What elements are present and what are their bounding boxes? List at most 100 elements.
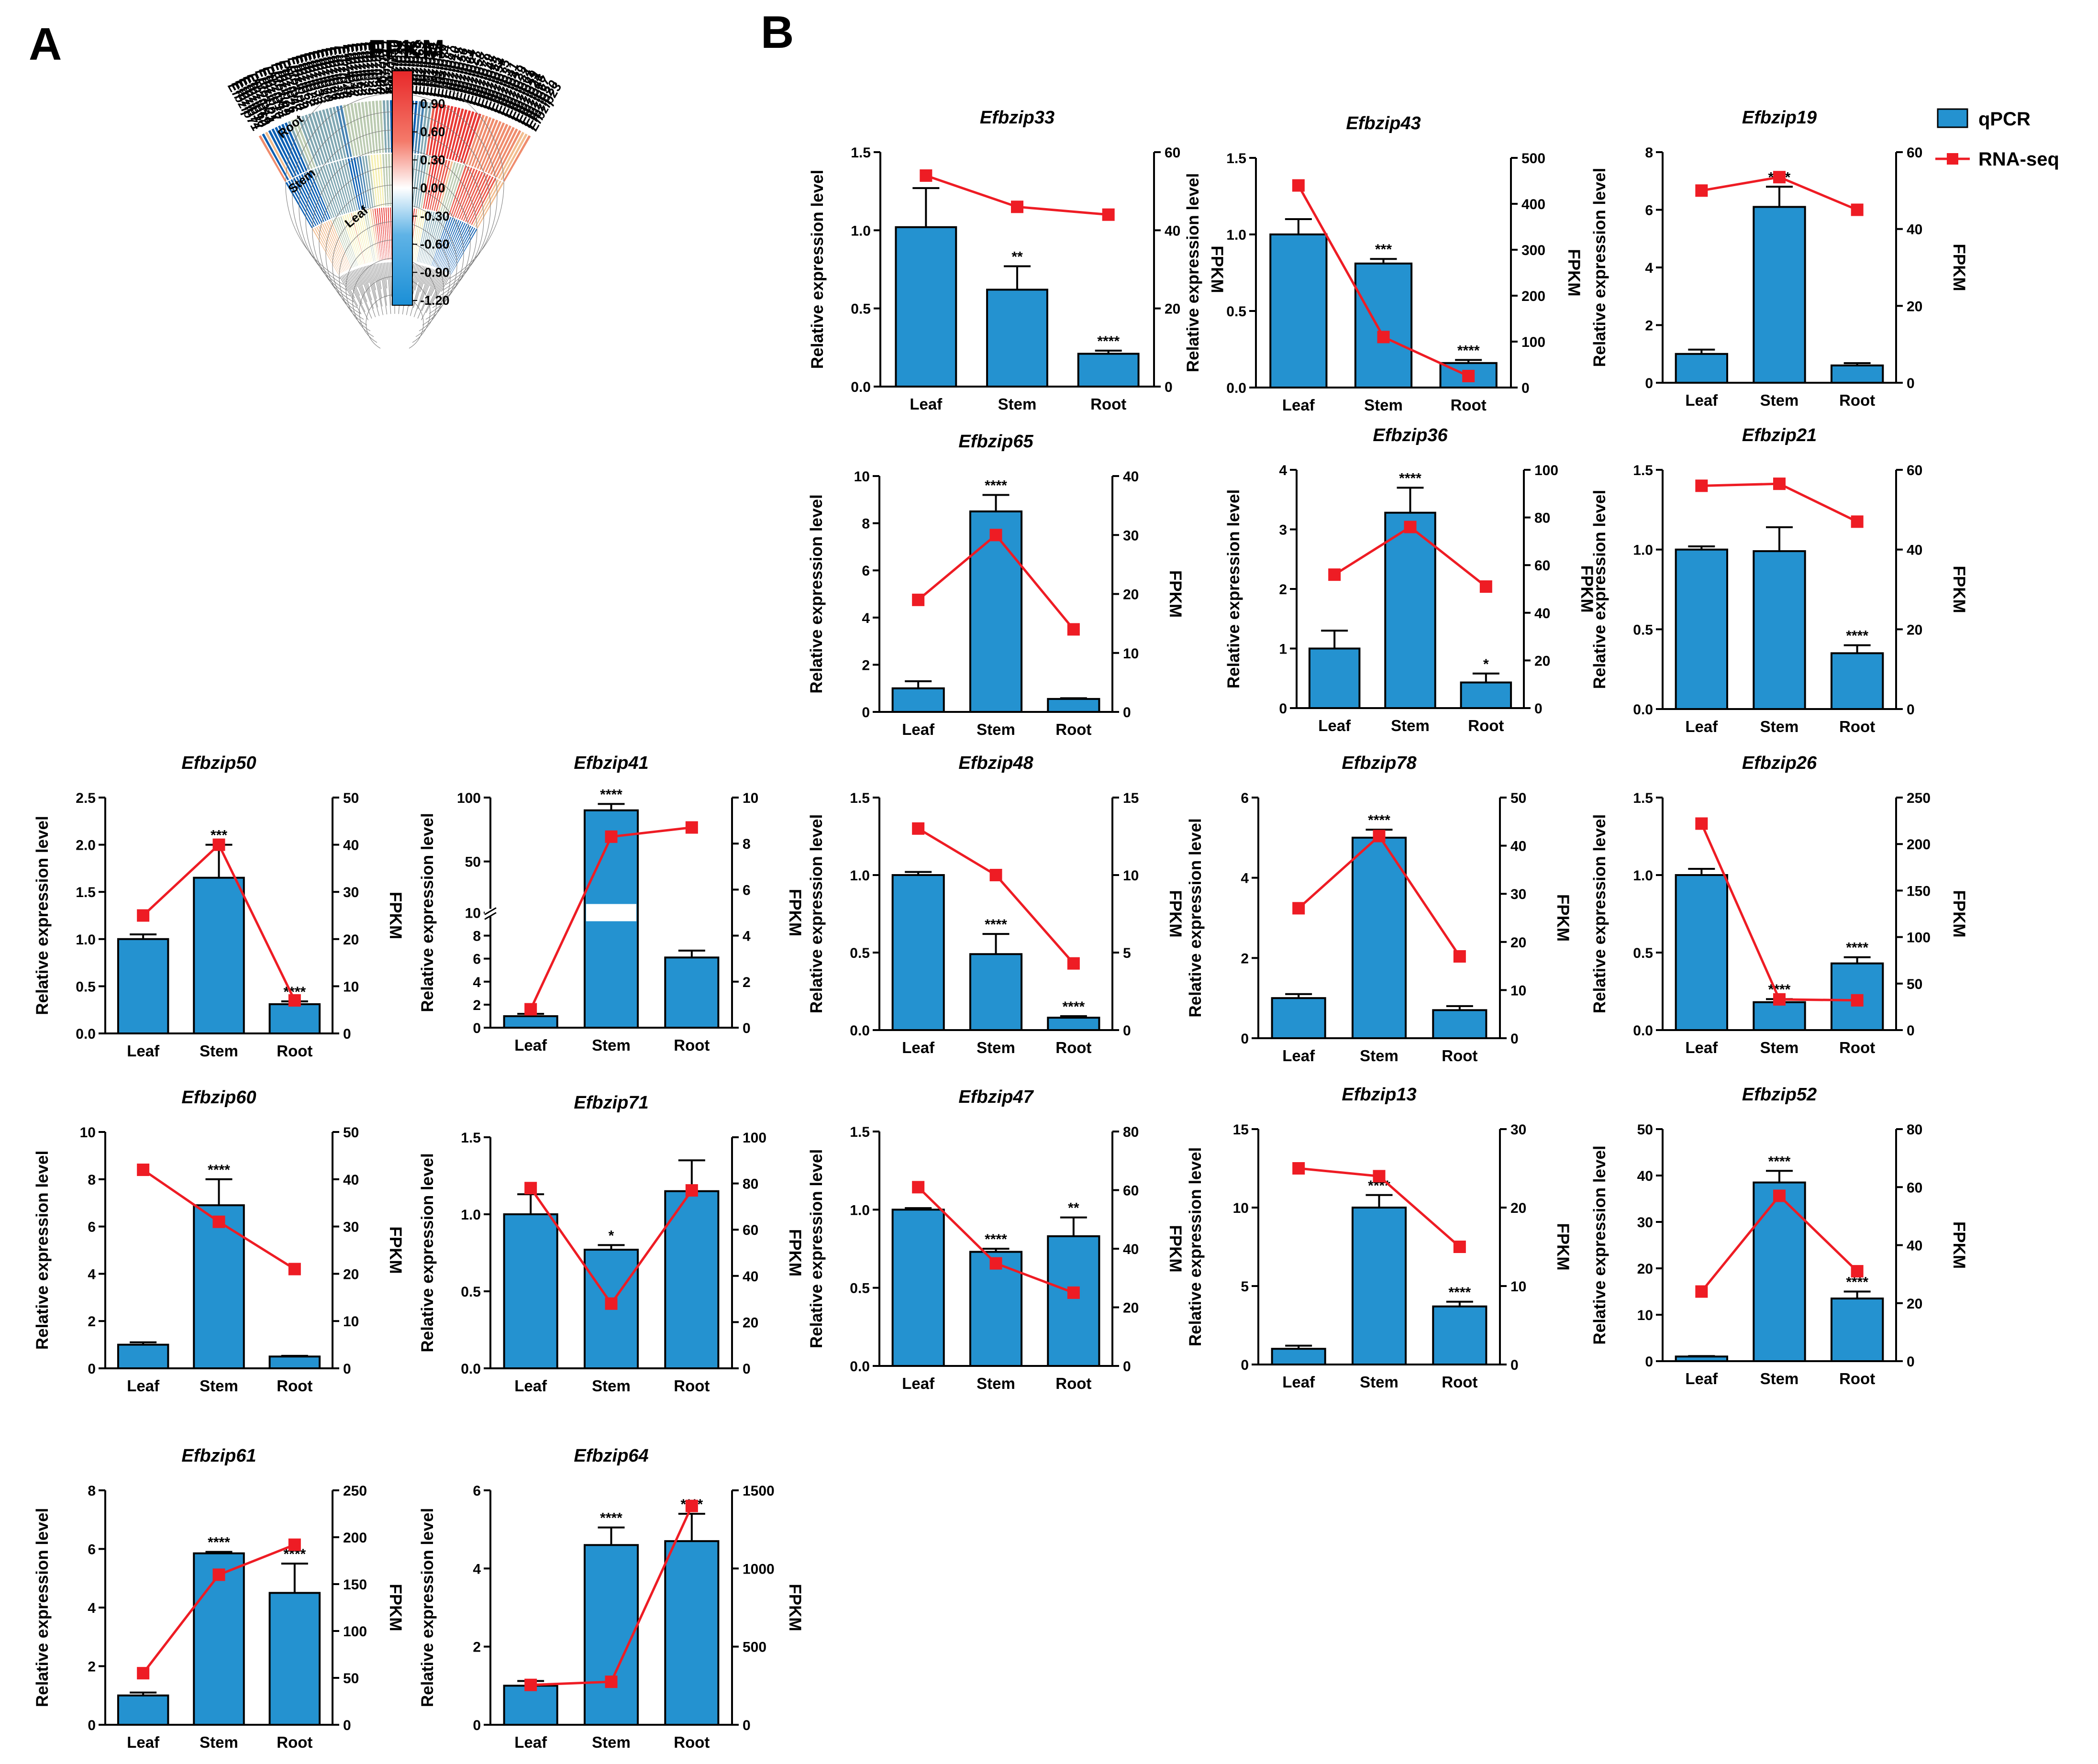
category-label: Leaf (127, 1733, 160, 1751)
y2-tick-label: 0 (1907, 376, 1915, 391)
chart-efbzip26: Efbzip26 0.0 0.5 1.0 1.5 0 50 100 150 200 250 Relat… (1590, 753, 1968, 1056)
y-tick-label: 8 (473, 929, 481, 944)
y-tick-label: 1.5 (1633, 463, 1653, 478)
dendrogram-branch (354, 269, 367, 302)
qpcr-bar (1460, 681, 1512, 709)
rnaseq-point (1773, 993, 1786, 1006)
y2-tick-label: 100 (743, 1130, 766, 1146)
y2-axis-label: FPKM (1166, 570, 1185, 618)
y-tick-label: 0.0 (1226, 380, 1246, 396)
significance-marker: **** (600, 1510, 622, 1526)
dendrogram-branch (365, 266, 379, 316)
y-tick-label: 1.0 (461, 1207, 481, 1223)
legend-rnaseq-label: RNA-seq (1978, 149, 2059, 170)
category-label: Stem (592, 1733, 631, 1751)
y2-tick-label: 80 (1907, 1122, 1922, 1138)
significance-marker: *** (1375, 242, 1392, 257)
rnaseq-point (1067, 957, 1080, 970)
y-tick-label: 0.5 (850, 1281, 870, 1297)
y2-tick-label: 80 (1534, 510, 1550, 526)
y2-tick-label: 10 (743, 790, 758, 806)
scale-gradient-bar (392, 70, 413, 306)
y2-axis-label: FPKM (1950, 890, 1968, 937)
scale-tick-label: -1.20 (420, 293, 450, 308)
y-tick-label: 0.0 (76, 1026, 96, 1042)
rnaseq-point (1851, 515, 1864, 528)
y2-tick-label: 10 (1510, 1279, 1526, 1295)
gene-label: Efbzip68 (371, 41, 388, 94)
significance-marker: **** (985, 1231, 1007, 1247)
y2-tick-label: 0 (1521, 380, 1530, 396)
category-label: Leaf (1685, 1370, 1718, 1387)
y-tick-label: 0 (1279, 701, 1287, 717)
dendrogram-branch (341, 276, 358, 307)
category-label: Leaf (1282, 1373, 1315, 1391)
dendrogram-branch (413, 266, 426, 308)
dendrogram-branch (425, 269, 435, 294)
y-tick-label: 0 (1645, 1354, 1653, 1370)
chart-efbzip64: Efbzip64 0 2 4 6 0 500 1000 1500 Relative express… (418, 1446, 804, 1751)
y2-tick-label: 200 (1907, 837, 1931, 853)
dendrogram-branch (421, 274, 445, 321)
chart-efbzip21: Efbzip21 0.0 0.5 1.0 1.5 0 20 40 60 Relative expr… (1590, 425, 1968, 735)
dendrogram-branch (357, 268, 364, 285)
dendrogram-branch (355, 269, 366, 294)
y-tick-label: 0.5 (76, 979, 96, 995)
y-tick-label: 0.0 (851, 379, 871, 395)
y-tick-label: 0.0 (850, 1023, 870, 1039)
y2-tick-label: 50 (1510, 790, 1526, 806)
significance-marker: **** (1062, 999, 1085, 1015)
qpcr-bar (1384, 511, 1436, 709)
y2-axis-label: FPKM (1166, 1225, 1185, 1272)
y2-tick-label: 0 (1165, 379, 1173, 395)
chart-title: Efbzip64 (574, 1446, 648, 1466)
dendrogram-branch (346, 273, 366, 312)
y2-tick-label: 50 (343, 1125, 359, 1141)
qpcr-bar (664, 1540, 720, 1726)
qpcr-bar (1271, 997, 1326, 1040)
qpcr-bar (117, 938, 169, 1035)
qpcr-bar (117, 1694, 169, 1726)
y2-tick-label: 0 (1123, 1023, 1131, 1039)
y-tick-label: 1 (1279, 642, 1287, 657)
y2-axis-label: FPKM (1554, 1223, 1572, 1270)
rnaseq-point (1377, 331, 1390, 344)
y2-axis-label: FPKM (786, 889, 804, 936)
qpcr-bar (1830, 1298, 1884, 1363)
qpcr-bar (503, 1213, 558, 1369)
y-tick-label: 0 (1241, 1357, 1249, 1373)
y-tick-label: 6 (88, 1220, 96, 1235)
y-tick-label: 4 (1645, 260, 1653, 276)
chart-title: Efbzip65 (958, 432, 1033, 452)
y2-tick-label: 50 (1907, 976, 1922, 992)
qpcr-bar (1753, 1181, 1806, 1363)
y-tick-label: 2.5 (76, 790, 96, 806)
y2-tick-label: 40 (1907, 1238, 1922, 1254)
rnaseq-point (1695, 1285, 1708, 1298)
dendrogram-branch (430, 270, 437, 287)
dendrogram-branch (413, 268, 431, 317)
y2-tick-label: 30 (343, 885, 359, 900)
chart-title: Efbzip36 (1373, 425, 1448, 445)
y-axis-label: Relative expression level (1186, 1147, 1205, 1346)
y-tick-label: 1.5 (461, 1130, 481, 1146)
y-axis-label: Relative expression level (807, 494, 826, 693)
y-tick-label: 100 (457, 790, 481, 806)
dendrogram-branch (421, 269, 434, 302)
axis-break-mark (484, 907, 497, 915)
y2-tick-label: 150 (1907, 883, 1931, 899)
qpcr-bar (1077, 353, 1140, 388)
rnaseq-point (288, 994, 301, 1007)
significance-marker: * (1483, 656, 1489, 672)
qpcr-bar (1675, 874, 1729, 1031)
chart-efbzip65: Efbzip65 0 2 4 6 8 10 0 10 20 30 40 Relative express… (807, 432, 1185, 738)
y-tick-label: 6 (1241, 790, 1249, 806)
y2-tick-label: 20 (1907, 299, 1922, 314)
y2-tick-label: 0 (1123, 1359, 1131, 1375)
chart-title: Efbzip13 (1342, 1085, 1416, 1105)
y-tick-label: 8 (862, 516, 870, 532)
y2-tick-label: 100 (343, 1624, 367, 1640)
y-tick-label: 0.5 (461, 1284, 481, 1300)
y-axis-label: Relative expression level (1590, 168, 1609, 367)
y-tick-label: 8 (88, 1483, 96, 1499)
